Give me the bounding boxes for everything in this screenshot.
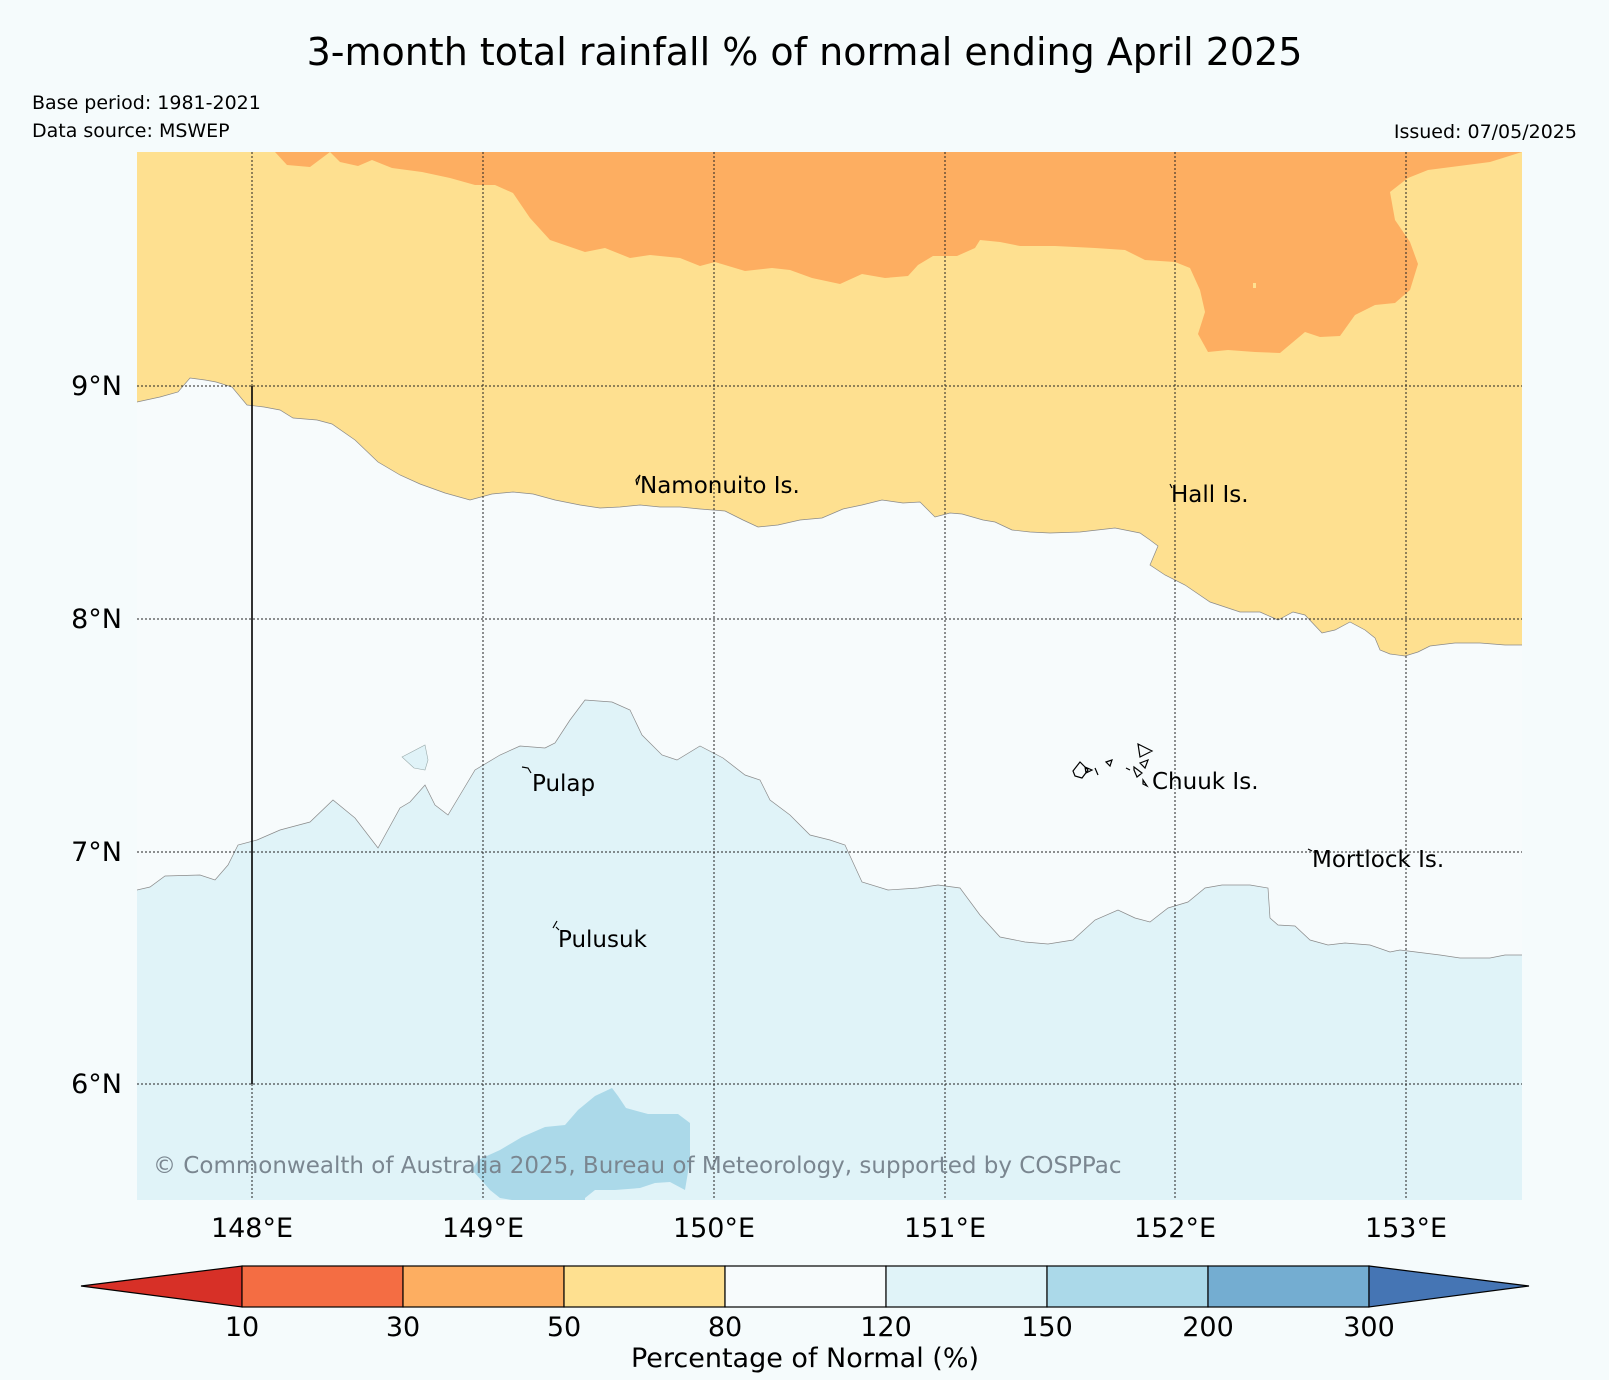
island-pulap xyxy=(521,766,532,774)
colorbar-bin-80-120 xyxy=(724,1265,887,1308)
colorbar xyxy=(80,1265,1530,1308)
island-mortlock xyxy=(1307,848,1313,852)
contours xyxy=(137,377,1522,959)
lon-axis-labels: 148°E 149°E 150°E 151°E 152°E 153°E xyxy=(211,1213,1447,1244)
place-labels: Namonuito Is. Hall Is. Pulap Chuuk Is. M… xyxy=(532,473,1444,953)
island-pulusuk xyxy=(552,920,560,931)
lon-label-152e: 152°E xyxy=(1134,1213,1216,1244)
label-hall: Hall Is. xyxy=(1171,482,1249,508)
lon-label-150e: 150°E xyxy=(673,1213,755,1244)
colorbar-high-extend xyxy=(1368,1265,1530,1308)
colorbar-tick: 10 xyxy=(225,1312,259,1343)
region-well-below-normal xyxy=(275,152,1522,353)
tiny-patch xyxy=(1253,283,1256,288)
colorbar-ticks: 10 30 50 80 120 150 200 300 xyxy=(225,1312,1395,1343)
colorbar-bin-10-30 xyxy=(241,1265,404,1308)
colorbar-bin-50-80 xyxy=(563,1265,726,1308)
lon-label-149e: 149°E xyxy=(442,1213,524,1244)
islands xyxy=(521,474,1313,931)
label-chuuk: Chuuk Is. xyxy=(1152,769,1259,795)
colorbar-low-extend xyxy=(80,1265,243,1308)
data-source: Data source: MSWEP xyxy=(32,120,230,142)
issued-date: Issued: 07/05/2025 xyxy=(1393,121,1577,143)
map-title: 3-month total rainfall % of normal endin… xyxy=(306,30,1303,74)
lat-label-8n: 8°N xyxy=(71,604,122,635)
region-near-normal xyxy=(137,378,1522,958)
copyright-notice: © Commonwealth of Australia 2025, Bureau… xyxy=(153,1153,1122,1179)
colorbar-tick: 50 xyxy=(547,1312,581,1343)
colorbar-tick: 30 xyxy=(386,1312,420,1343)
colorbar-bin-200-300 xyxy=(1207,1265,1370,1308)
lon-label-151e: 151°E xyxy=(904,1213,986,1244)
island-chuuk xyxy=(1072,742,1154,788)
lat-label-7n: 7°N xyxy=(71,837,122,868)
label-pulap: Pulap xyxy=(532,771,595,797)
island-namonuito xyxy=(635,474,641,486)
colorbar-bin-30-50 xyxy=(402,1265,565,1308)
colorbar-tick: 300 xyxy=(1343,1312,1395,1343)
label-mortlock: Mortlock Is. xyxy=(1312,847,1444,873)
base-period: Base period: 1981-2021 xyxy=(32,92,261,114)
colorbar-tick: 200 xyxy=(1182,1312,1234,1343)
label-pulusuk: Pulusuk xyxy=(558,927,648,953)
colorbar-tick: 120 xyxy=(860,1312,912,1343)
colorbar-bin-150-200 xyxy=(1046,1265,1209,1308)
lon-label-148e: 148°E xyxy=(211,1213,293,1244)
label-namonuito: Namonuito Is. xyxy=(640,473,800,499)
colorbar-title: Percentage of Normal (%) xyxy=(631,1343,979,1374)
colorbar-bin-120-150 xyxy=(885,1265,1048,1308)
region-well-above-normal xyxy=(472,1088,690,1200)
island-hall xyxy=(1169,483,1173,489)
lat-label-6n: 6°N xyxy=(71,1069,122,1100)
map-area xyxy=(137,152,1522,1200)
colorbar-tick: 150 xyxy=(1021,1312,1073,1343)
lon-label-153e: 153°E xyxy=(1365,1213,1447,1244)
lat-label-9n: 9°N xyxy=(71,371,122,402)
lat-axis-labels: 9°N 8°N 7°N 6°N xyxy=(71,371,122,1100)
colorbar-tick: 80 xyxy=(708,1312,742,1343)
region-above-normal-patch xyxy=(401,744,429,771)
